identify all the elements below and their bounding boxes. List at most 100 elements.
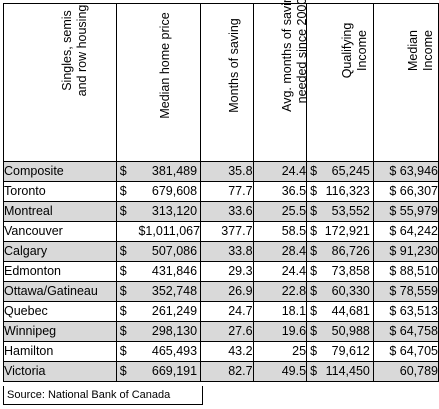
dollar-sign: $: [310, 264, 318, 278]
dollar-sign: $: [119, 244, 127, 258]
dollar-sign: $: [310, 344, 318, 358]
table-row: Calgary $507,086 33.8 28.4 $86,726 $ 91,230: [3, 241, 439, 262]
cell-price: $313,120: [115, 201, 202, 222]
cell-price-value: 381,489: [151, 164, 198, 178]
header-qual-line1: Qualifying: [339, 22, 354, 79]
cell-qualifying-value: 44,681: [331, 304, 370, 318]
cell-saving: 33.8: [200, 241, 254, 262]
cell-qualifying-value: 116,323: [325, 184, 370, 198]
dollar-sign: $: [310, 364, 318, 378]
cell-qualifying: $50,988: [306, 321, 374, 342]
cell-avg: 25.5: [252, 201, 308, 222]
cell-price: $465,493: [115, 341, 202, 362]
header-median-line1: Median: [405, 30, 420, 71]
cell-city: Toronto: [3, 181, 117, 202]
dollar-sign: $: [310, 324, 318, 338]
source-note: Source: National Bank of Canada: [3, 386, 203, 405]
cell-avg: 25: [252, 341, 308, 362]
dollar-sign: $: [119, 324, 127, 338]
dollar-sign: $: [310, 184, 318, 198]
dollar-sign: $: [119, 344, 127, 358]
table-row: Victoria $669,191 82.7 49.5 $114,450 60,789: [3, 361, 439, 382]
cell-price-value: 352,748: [151, 284, 198, 298]
header-median-income: Median Income: [372, 3, 439, 162]
cell-median: $ 64,705: [372, 341, 439, 362]
dollar-sign: $: [310, 244, 318, 258]
cell-median: $ 91,230: [372, 241, 439, 262]
cell-saving: 29.3: [200, 261, 254, 282]
dollar-sign: $: [310, 304, 318, 318]
dollar-sign: $: [119, 204, 127, 218]
cell-avg: 49.5: [252, 361, 308, 382]
cell-median: $ 55,979: [372, 201, 439, 222]
cell-price-value: 507,086: [151, 244, 198, 258]
dollar-sign: $: [310, 284, 318, 298]
cell-price: $381,489: [115, 161, 202, 182]
cell-qualifying: $65,245: [306, 161, 374, 182]
header-qualifying-income: Qualifying Income: [306, 3, 374, 162]
header-months-of-saving: Months of saving: [200, 3, 254, 162]
cell-median: $ 88,510: [372, 261, 439, 282]
cell-price-value: 298,130: [151, 324, 198, 338]
cell-city: Winnipeg: [3, 321, 117, 342]
cell-city: Composite: [3, 161, 117, 182]
table-row: Montreal $313,120 33.6 25.5 $53,552 $ 55,979: [3, 201, 439, 222]
cell-price: $507,086: [115, 241, 202, 262]
cell-saving: 24.7: [200, 301, 254, 322]
cell-price-value: 313,120: [151, 204, 198, 218]
dollar-sign: $: [310, 164, 318, 178]
header-median-line2: Income: [420, 30, 435, 71]
header-city-line1: Singles, semis: [59, 10, 74, 91]
cell-city: Vancouver: [3, 221, 117, 242]
cell-price: $679,608: [115, 181, 202, 202]
cell-median: $ 63,946: [372, 161, 439, 182]
table-row: Hamilton $465,493 43.2 25 $79,612 $ 64,705: [3, 341, 439, 362]
header-city: Singles, semis and row housing: [3, 3, 117, 162]
cell-price-value: $1,011,067: [138, 224, 201, 238]
cell-saving: 77.7: [200, 181, 254, 202]
dollar-sign: $: [119, 364, 127, 378]
header-median-home-price: Median home price: [115, 3, 202, 162]
table-row: Quebec $261,249 24.7 18.1 $44,681 $ 63,513: [3, 301, 439, 322]
cell-median: $ 64,758: [372, 321, 439, 342]
dollar-sign: $: [310, 224, 318, 238]
cell-avg: 58.5: [252, 221, 308, 242]
cell-price-value: 465,493: [151, 344, 198, 358]
dollar-sign: $: [119, 164, 127, 178]
header-saving-label: Months of saving: [226, 18, 241, 113]
header-row: Singles, semis and row housing Median hom…: [3, 0, 439, 162]
cell-saving: 33.6: [200, 201, 254, 222]
cell-price-value: 669,191: [151, 364, 198, 378]
cell-qualifying: $86,726: [306, 241, 374, 262]
cell-saving: 26.9: [200, 281, 254, 302]
header-price-label: Median home price: [158, 12, 173, 119]
table-row: Toronto $679,608 77.7 36.5 $116,323 $ 66,307: [3, 181, 439, 202]
cell-price: $669,191: [115, 361, 202, 382]
dollar-sign: $: [310, 204, 318, 218]
cell-avg: 18.1: [252, 301, 308, 322]
header-avg-months: Avg. months of saving needed since 2000: [252, 0, 309, 162]
cell-qualifying: $44,681: [306, 301, 374, 322]
cell-saving: 377.7: [200, 221, 254, 242]
cell-saving: 82.7: [200, 361, 254, 382]
cell-qualifying: $114,450: [306, 361, 374, 382]
cell-city: Edmonton: [3, 261, 117, 282]
cell-qualifying-value: 73,858: [331, 264, 370, 278]
cell-qualifying-value: 65,245: [331, 164, 370, 178]
table-row: Composite $381,489 35.8 24.4 $65,245 $ 63,946: [3, 161, 439, 182]
table-row: Ottawa/Gatineau $352,748 26.9 22.8 $60,330 $ …: [3, 281, 439, 302]
cell-avg: 24.4: [252, 161, 308, 182]
cell-qualifying-value: 79,612: [331, 344, 370, 358]
table-row: Vancouver $1,011,067 377.7 58.5 $172,921 $ 64…: [3, 221, 439, 242]
cell-qualifying-value: 60,330: [331, 284, 370, 298]
cell-qualifying-value: 50,988: [331, 324, 370, 338]
cell-avg: 36.5: [252, 181, 308, 202]
cell-median: $ 66,307: [372, 181, 439, 202]
table-body: Composite $381,489 35.8 24.4 $65,245 $ 63,946…: [3, 161, 439, 382]
cell-median: $ 63,513: [372, 301, 439, 322]
cell-city: Victoria: [3, 361, 117, 382]
cell-qualifying: $53,552: [306, 201, 374, 222]
cell-qualifying: $73,858: [306, 261, 374, 282]
cell-city: Hamilton: [3, 341, 117, 362]
